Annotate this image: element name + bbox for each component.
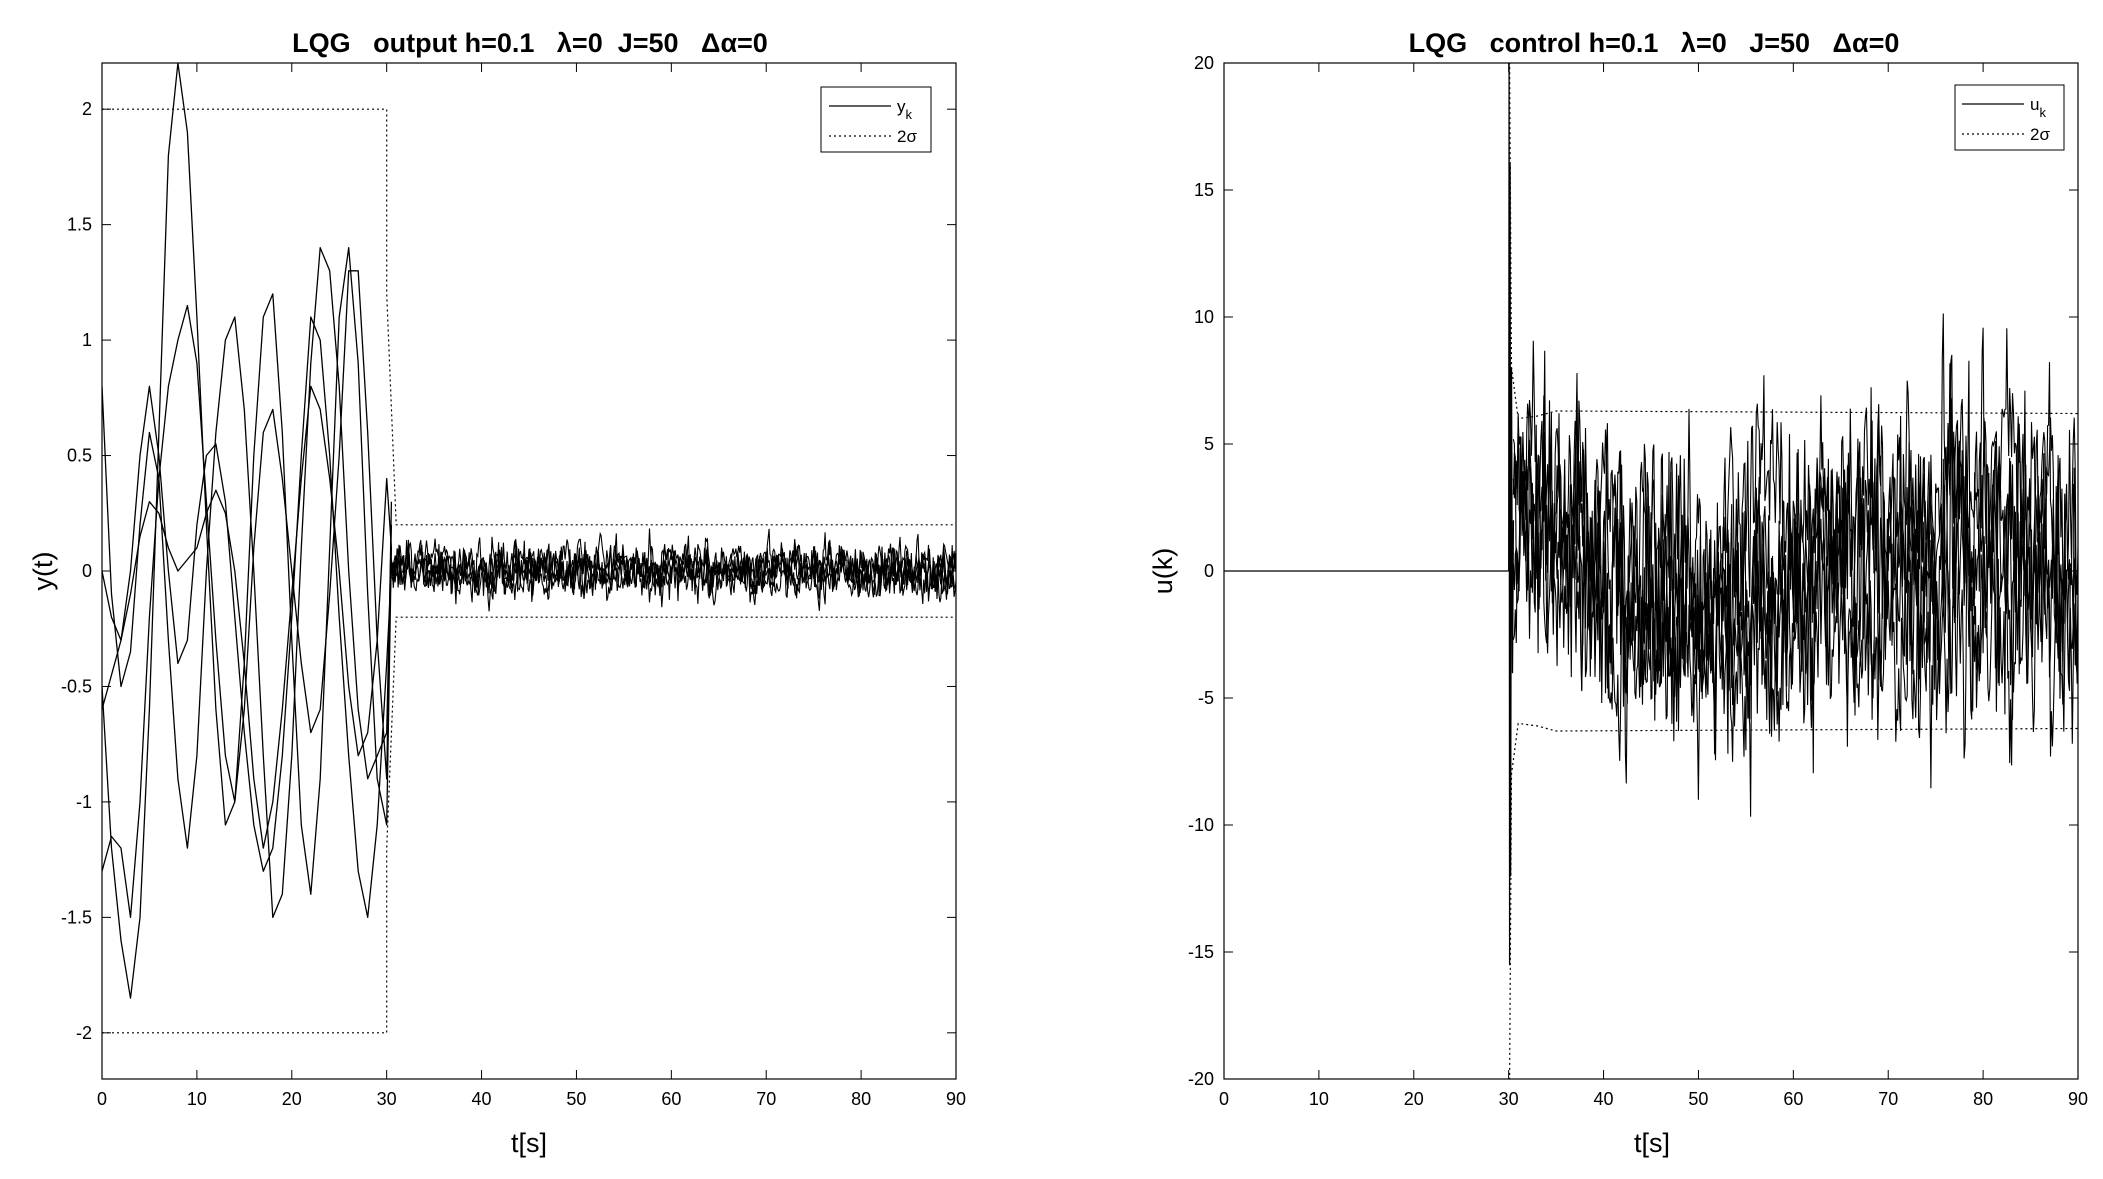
left-y-tick-label: 2 xyxy=(82,99,92,119)
right-y-tick-label: 10 xyxy=(1194,307,1214,327)
left-x-tick-label: 20 xyxy=(282,1089,302,1109)
left-series-line-4 xyxy=(102,316,393,919)
left-y-tick-label: 0.5 xyxy=(67,446,92,466)
right-x-tick-label: 60 xyxy=(1783,1089,1803,1109)
right-y-tick-label: 20 xyxy=(1194,53,1214,73)
left-y-tick-label: -2 xyxy=(76,1023,92,1043)
left-x-axis-label: t[s] xyxy=(511,1128,547,1158)
left-noise-realization-4 xyxy=(391,528,956,606)
left-plot-marks xyxy=(102,63,956,1034)
right-x-tick-label: 40 xyxy=(1594,1089,1614,1109)
right-legend-entry-uk: uk xyxy=(2030,95,2046,120)
right-y-tick-label: 5 xyxy=(1204,434,1214,454)
right-x-tick-label: 10 xyxy=(1309,1089,1329,1109)
right-plot-panel: LQG control h=0.1 λ=0 J=50 Δα=0 0 10 20 30 4… xyxy=(1148,28,2088,1158)
left-x-tick-label: 10 xyxy=(187,1089,207,1109)
right-series-line-2 xyxy=(1508,63,1515,966)
right-legend-box xyxy=(1954,84,2065,151)
right-y-tick-label: 15 xyxy=(1194,180,1214,200)
left-plot-panel: LQG output h=0.1 λ=0 J=50 Δα=0 0 10 20 30 40… xyxy=(28,28,966,1158)
right-x-tick-label: 0 xyxy=(1219,1089,1229,1109)
left-x-tick-label: 0 xyxy=(97,1089,107,1109)
left-x-tick-label: 30 xyxy=(377,1089,397,1109)
right-y-axis-label: u(k) xyxy=(1148,548,1178,595)
right-y-tick-label: -15 xyxy=(1188,942,1214,962)
left-legend-entry-yk: yk xyxy=(897,97,913,122)
left-y-tick-label: -0.5 xyxy=(61,676,92,696)
right-x-tick-label: 20 xyxy=(1404,1089,1424,1109)
left-x-tick-label: 40 xyxy=(472,1089,492,1109)
left-y-tick-label: 0 xyxy=(82,561,92,581)
left-x-tick-label: 80 xyxy=(851,1089,871,1109)
left-y-tick-label: 1 xyxy=(82,330,92,350)
right-tick-group: 0 10 20 30 40 50 60 70 80 90 -20 -15 -10 -5 0 5 10 15 20 xyxy=(1188,53,2088,1109)
right-y-tick-label: -10 xyxy=(1188,815,1214,835)
right-x-tick-label: 80 xyxy=(1973,1089,1993,1109)
left-plot-title: LQG output h=0.1 λ=0 J=50 Δα=0 xyxy=(292,28,768,58)
left-y-tick-label: -1 xyxy=(76,792,92,812)
right-x-axis-label: t[s] xyxy=(1634,1128,1670,1158)
left-y-axis-label: y(t) xyxy=(28,552,58,591)
left-x-tick-label: 70 xyxy=(756,1089,776,1109)
right-plot-title: LQG control h=0.1 λ=0 J=50 Δα=0 xyxy=(1409,28,1900,58)
left-y-tick-label: 1.5 xyxy=(67,215,92,235)
right-y-tick-label: -20 xyxy=(1188,1069,1214,1089)
left-x-tick-label: 60 xyxy=(661,1089,681,1109)
right-x-tick-label: 90 xyxy=(2068,1089,2088,1109)
left-y-tick-label: -1.5 xyxy=(61,907,92,927)
right-x-tick-label: 30 xyxy=(1499,1089,1519,1109)
right-x-tick-label: 70 xyxy=(1878,1089,1898,1109)
right-legend-uk-base: u xyxy=(2030,95,2039,114)
right-noise-realization-5 xyxy=(1512,327,2078,774)
left-series-line-2 xyxy=(102,247,393,919)
left-legend: yk 2σ xyxy=(820,86,932,153)
right-plot-marks xyxy=(1224,63,2078,1079)
right-y-tick-label: -5 xyxy=(1198,688,1214,708)
right-noise-realization-4 xyxy=(1512,313,2078,817)
left-legend-entry-2sigma: 2σ xyxy=(897,127,917,146)
left-x-tick-label: 90 xyxy=(946,1089,966,1109)
right-legend: uk 2σ xyxy=(1954,84,2065,151)
left-series-line-1 xyxy=(102,63,393,999)
right-legend-uk-subscript: k xyxy=(2039,105,2046,120)
right-x-tick-label: 50 xyxy=(1688,1089,1708,1109)
left-series-line-3 xyxy=(102,270,393,919)
right-2sigma-bound-lower xyxy=(1508,722,2078,1079)
left-legend-box xyxy=(820,86,932,153)
left-legend-yk-base: y xyxy=(897,97,906,116)
left-x-tick-label: 50 xyxy=(566,1089,586,1109)
right-y-tick-label: 0 xyxy=(1204,561,1214,581)
left-tick-group: 0 10 20 30 40 50 60 70 80 90 -2 -1.5 -1 -0.5 0 0.5 1 1.5 2 xyxy=(61,63,966,1109)
left-noise-realization-5 xyxy=(390,531,956,612)
left-legend-yk-subscript: k xyxy=(906,107,913,122)
left-series-line-5 xyxy=(102,385,393,849)
right-legend-entry-2sigma: 2σ xyxy=(2030,125,2050,144)
